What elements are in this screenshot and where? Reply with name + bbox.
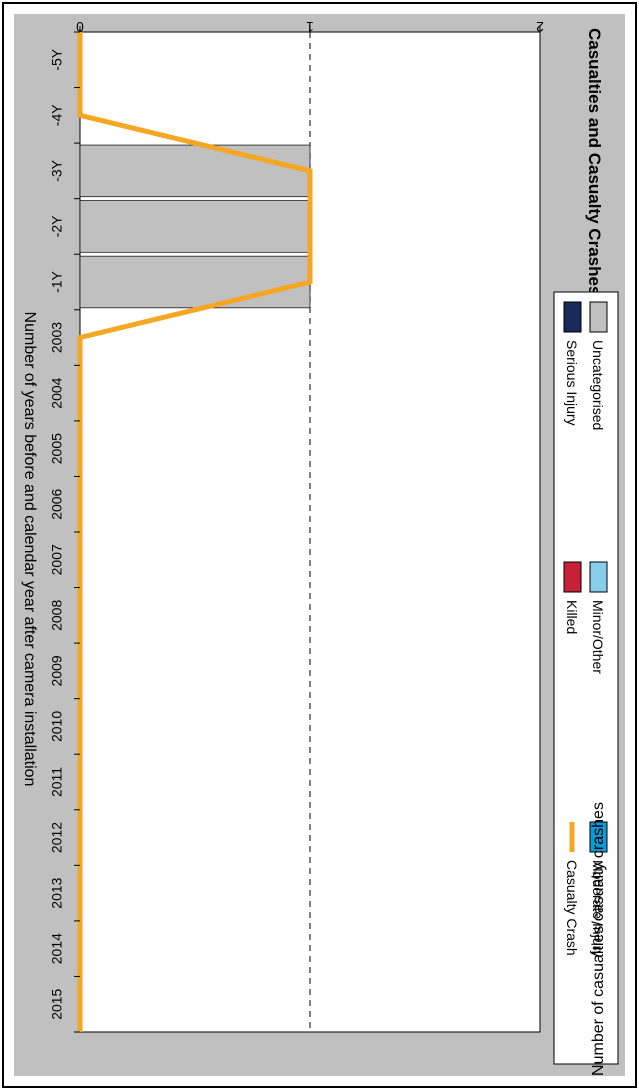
y-tick-label: 2 bbox=[536, 19, 544, 35]
x-tick-label: 2005 bbox=[49, 433, 65, 464]
legend-swatch bbox=[563, 561, 582, 593]
y-tick-label: 0 bbox=[76, 19, 84, 35]
bar bbox=[79, 200, 311, 253]
x-tick-label: 2009 bbox=[49, 655, 65, 686]
x-tick-label: -5Y bbox=[49, 48, 65, 70]
x-tick-label: 2004 bbox=[49, 377, 65, 408]
bar bbox=[79, 144, 311, 198]
x-tick-label: 2015 bbox=[49, 988, 65, 1019]
y-axis-title: Number of casualties/casualty crashes bbox=[590, 802, 607, 1076]
x-tick-label: 2008 bbox=[49, 600, 65, 631]
x-tick-label: 2006 bbox=[49, 488, 65, 519]
legend-label: Minor/Other bbox=[590, 600, 606, 674]
x-tick-label: -3Y bbox=[49, 159, 65, 181]
x-tick-label: 2003 bbox=[49, 322, 65, 353]
x-tick-label: 2011 bbox=[49, 767, 65, 797]
legend-label: Moderate Injury bbox=[590, 860, 606, 957]
legend: Uncategorised Minor/Other Moderate Injury S… bbox=[553, 291, 619, 1065]
legend-label: Uncategorised bbox=[590, 340, 606, 430]
legend-label: Serious Injury bbox=[564, 340, 580, 426]
legend-box bbox=[553, 291, 619, 1065]
legend-label: Killed bbox=[564, 600, 580, 634]
legend-label: Casualty Crash bbox=[564, 860, 580, 956]
legend-swatch bbox=[563, 301, 582, 333]
x-tick-label: 2014 bbox=[49, 933, 65, 964]
x-tick-label: -4Y bbox=[49, 104, 65, 126]
legend-swatch bbox=[589, 821, 608, 853]
bar bbox=[79, 255, 311, 309]
y-tick-label: 1 bbox=[306, 19, 314, 35]
legend-swatch bbox=[589, 561, 608, 593]
x-tick-label: 2013 bbox=[49, 877, 65, 908]
x-axis-title: Number of years before and calendar year… bbox=[21, 312, 38, 787]
chart-title: Casualties and Casualty Crashes bbox=[585, 28, 604, 295]
x-tick-label: 2012 bbox=[49, 822, 65, 853]
x-tick-label: -1Y bbox=[49, 270, 65, 292]
x-tick-label: -2Y bbox=[49, 215, 65, 237]
x-tick-label: 2010 bbox=[49, 711, 65, 742]
legend-swatch bbox=[589, 301, 608, 333]
x-tick-label: 2007 bbox=[49, 544, 65, 575]
